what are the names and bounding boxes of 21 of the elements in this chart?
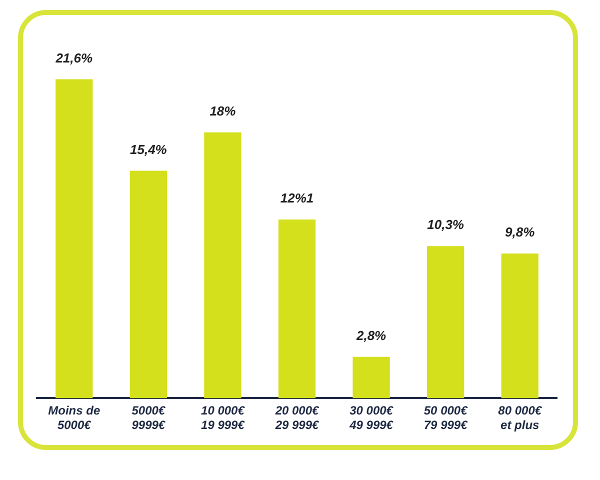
data-label: 15,4%: [130, 142, 168, 157]
data-label: 10,3%: [427, 217, 464, 232]
x-tick-label: 30 000€ 49 999€: [348, 404, 394, 432]
data-label: 9,8%: [505, 224, 536, 240]
bar: [352, 356, 390, 398]
x-tick-label: 10 000€ 19 999€: [201, 404, 246, 432]
data-label: 18%: [210, 103, 236, 118]
data-label: 2,8%: [355, 328, 387, 343]
x-tick-label: 20 000€ 29 999€: [274, 404, 320, 432]
x-tick-label: 80 000€ et plus: [498, 404, 543, 432]
x-tick-label: 50 000€ 79 999€: [424, 404, 469, 432]
data-label: 12%1: [280, 190, 314, 206]
bar: [56, 79, 93, 398]
bar: [204, 132, 242, 398]
bar: [427, 246, 464, 398]
bar: [130, 170, 167, 398]
data-label: 21,6%: [54, 50, 94, 66]
x-tick-label: 5000€ 9999€: [132, 404, 166, 432]
x-tick-label: Moins de 5000€: [48, 404, 100, 432]
bar: [278, 220, 316, 398]
bar: [501, 253, 538, 398]
